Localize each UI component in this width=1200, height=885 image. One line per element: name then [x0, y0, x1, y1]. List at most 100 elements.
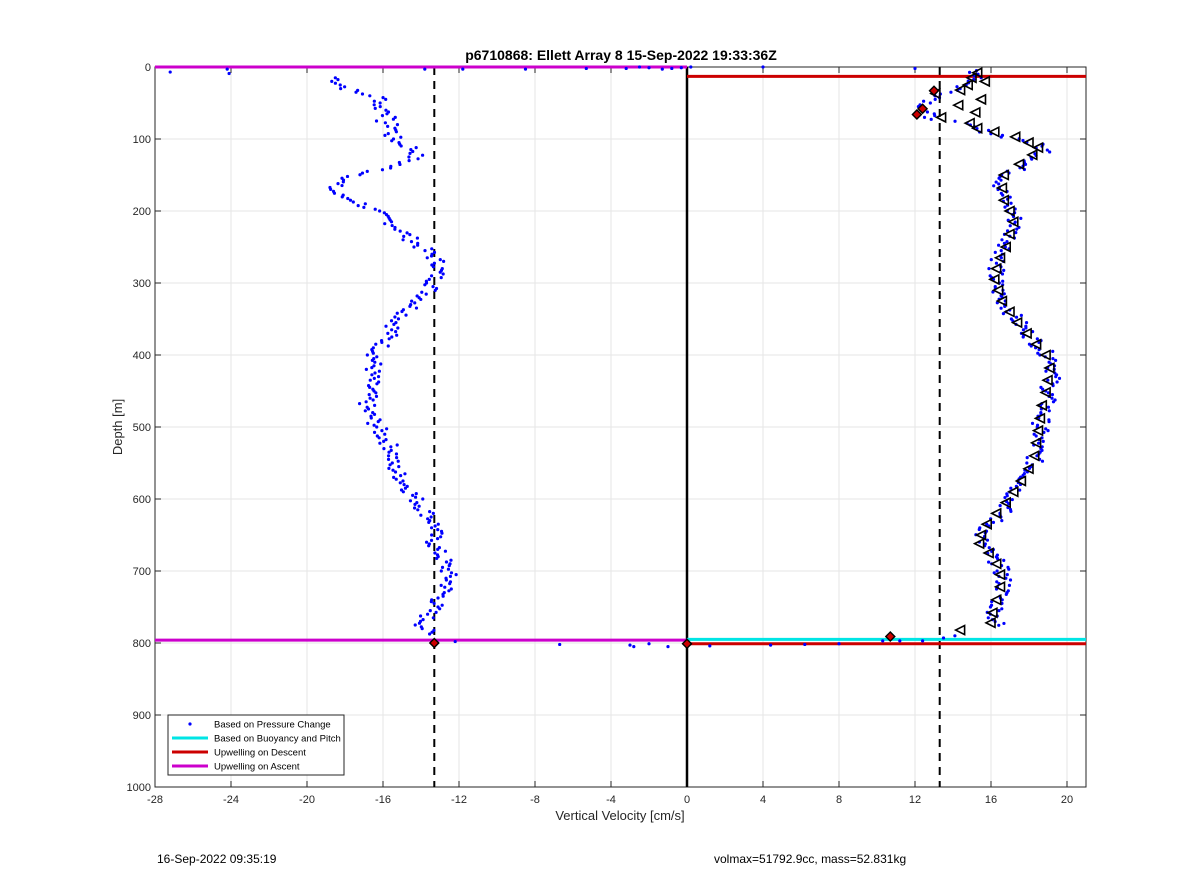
pressure-change-point [387, 450, 391, 454]
pressure-change-point [389, 319, 394, 323]
buoyancy-triangle-marker [999, 241, 1011, 253]
pressure-change-point [384, 108, 388, 112]
pressure-change-point [624, 66, 628, 71]
buoyancy-triangle-marker [1008, 131, 1021, 143]
pressure-change-point [373, 403, 377, 407]
pressure-change-point [363, 202, 367, 206]
pressure-change-point [408, 151, 412, 155]
pressure-change-point [1050, 396, 1054, 400]
buoyancy-triangle-marker [1003, 228, 1015, 240]
x-tick-label: 12 [909, 794, 921, 806]
pressure-change-point [1014, 315, 1019, 319]
pressure-change-point [408, 304, 412, 308]
pressure-change-point [348, 198, 353, 202]
buoyancy-triangle-marker [1031, 424, 1044, 437]
pressure-change-point [430, 630, 434, 634]
pressure-change-point [430, 533, 434, 537]
pressure-change-point [395, 123, 400, 127]
pressure-change-point [438, 607, 442, 611]
pressure-change-point [386, 457, 391, 461]
pressure-change-point [428, 609, 432, 613]
pressure-change-point [448, 574, 453, 579]
legend-entry-label: Upwelling on Ascent [214, 762, 300, 773]
pressure-change-point [390, 139, 394, 143]
pressure-change-point [1030, 157, 1034, 161]
pressure-change-point [425, 256, 429, 260]
pressure-change-point [329, 187, 333, 191]
pressure-change-point [372, 376, 376, 380]
pressure-change-point [929, 117, 933, 121]
pressure-change-point [679, 66, 683, 70]
pressure-change-point [1018, 488, 1022, 492]
pressure-change-point [1002, 292, 1006, 296]
pressure-change-point [368, 396, 372, 400]
pressure-change-point [380, 114, 385, 118]
buoyancy-triangle-marker [1039, 386, 1051, 399]
pressure-change-point [1046, 429, 1050, 433]
pressure-change-point [387, 466, 391, 470]
buoyancy-triangle-marker [982, 547, 994, 559]
buoyancy-triangle-marker [997, 194, 1010, 206]
pressure-change-point [375, 382, 379, 386]
pressure-change-point [431, 511, 435, 515]
buoyancy-triangle-marker [1033, 412, 1046, 425]
pressure-change-point [416, 243, 420, 247]
pressure-change-point [433, 551, 437, 555]
pressure-change-point [992, 571, 996, 575]
pressure-change-point [1041, 439, 1045, 443]
pressure-change-point [433, 288, 437, 292]
pressure-change-point [398, 229, 402, 233]
pressure-change-point [360, 171, 365, 175]
pressure-change-point [332, 191, 337, 195]
pressure-change-point [413, 495, 418, 499]
pressure-change-point [1046, 405, 1051, 409]
pressure-change-point [372, 103, 376, 107]
buoyancy-triangle-marker [1003, 205, 1015, 217]
pressure-change-point [381, 96, 385, 100]
pressure-change-point [414, 492, 418, 496]
buoyancy-triangle-marker [1014, 475, 1027, 487]
plot-series [155, 65, 1086, 787]
pressure-change-point [428, 632, 432, 636]
pressure-change-point [955, 85, 959, 89]
buoyancy-triangle-marker [974, 529, 987, 541]
pressure-change-point [414, 146, 418, 150]
pressure-change-point [424, 540, 429, 544]
buoyancy-triangle-marker [997, 169, 1010, 181]
pressure-change-point [925, 110, 930, 114]
pressure-change-point [386, 344, 390, 348]
pressure-change-point [394, 330, 398, 334]
x-tick-label: 20 [1061, 794, 1073, 806]
y-tick-label: 200 [133, 206, 151, 218]
pressure-change-point [1005, 573, 1009, 577]
pressure-change-point [405, 231, 409, 235]
pressure-change-point [413, 301, 417, 305]
pressure-change-point [523, 67, 528, 71]
pressure-change-point [413, 623, 417, 627]
pressure-change-point [1054, 375, 1058, 379]
buoyancy-triangle-marker [970, 66, 983, 79]
pressure-change-point [391, 468, 395, 472]
pressure-change-point [430, 247, 434, 251]
pressure-change-point [632, 645, 636, 649]
pressure-change-point [374, 394, 379, 398]
pressure-change-point [761, 65, 765, 69]
pressure-change-point [392, 322, 396, 326]
pressure-change-point [987, 267, 991, 271]
pressure-change-point [396, 317, 401, 321]
upwelling-marker [681, 638, 693, 650]
pressure-change-point [1004, 592, 1008, 597]
pressure-change-point [439, 535, 443, 539]
legend-entry-label: Upwelling on Descent [214, 748, 306, 759]
y-tick-label: 300 [133, 278, 151, 290]
pressure-change-point [423, 249, 427, 253]
pressure-change-point [360, 92, 365, 96]
pressure-change-point [933, 97, 937, 101]
pressure-change-point [427, 277, 431, 281]
pressure-change-point [411, 149, 415, 154]
pressure-change-point [390, 223, 394, 228]
pressure-change-point [407, 155, 411, 159]
pressure-change-point [449, 587, 453, 591]
buoyancy-triangle-marker [991, 284, 1004, 296]
pressure-change-point [997, 609, 1001, 613]
